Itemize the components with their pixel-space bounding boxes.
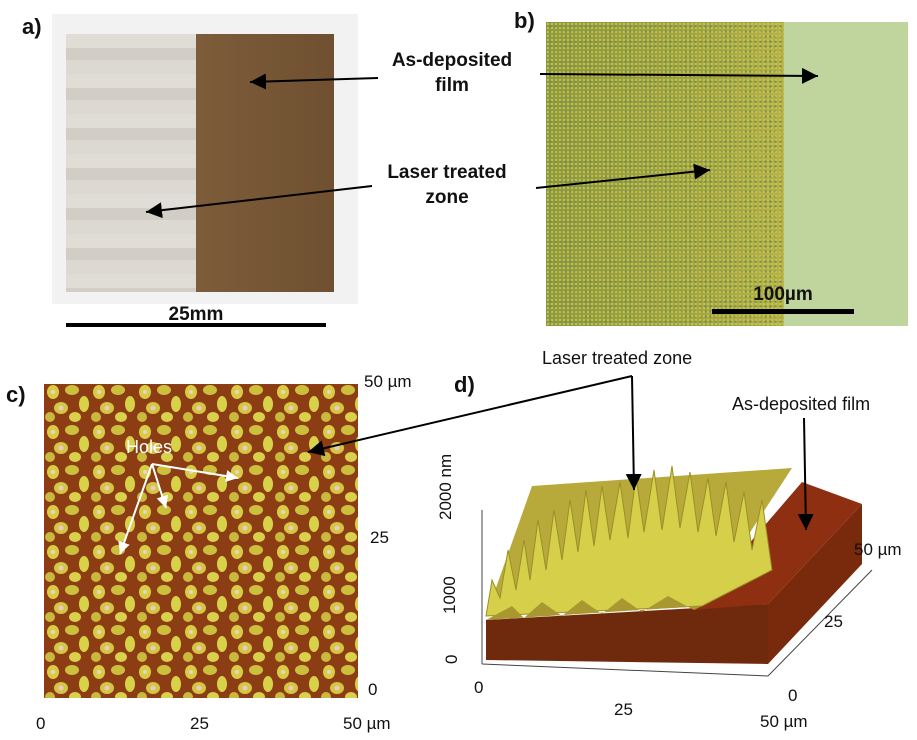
d-y-tick-25: 25 xyxy=(824,612,843,631)
c-y-tick-0: 0 xyxy=(368,680,378,699)
d-asdep-label: As-deposited film xyxy=(732,394,871,414)
optical-micrograph: 100µm xyxy=(546,22,908,326)
d-z-tick-0: 0 xyxy=(442,654,461,664)
afm-3d-front-face xyxy=(486,604,768,664)
panel-d-label: d) xyxy=(454,372,475,397)
scale-bar-25mm-label: 25mm xyxy=(168,304,224,325)
scale-bar-100um xyxy=(712,309,854,314)
afm-2d-surface xyxy=(44,384,358,698)
d-y-tick-0: 0 xyxy=(788,686,798,705)
d-z-tick-2000: 2000 nm xyxy=(436,453,455,520)
panel-c-label: c) xyxy=(6,382,26,407)
c-x-tick-50: 50 µm xyxy=(343,714,391,733)
panel-b-label: b) xyxy=(514,8,535,33)
panel-a-label: a) xyxy=(22,14,42,39)
afm-2d-map xyxy=(44,384,358,698)
laser-treated-line2: zone xyxy=(425,187,469,208)
laser-treated-line1: Laser treated xyxy=(387,162,507,183)
d-x-tick-25: 25 xyxy=(614,700,633,719)
d-z-tick-1000: 1000 xyxy=(440,576,459,614)
laser-treated-annotation: Laser treated zone xyxy=(362,160,532,210)
micrograph-film-zone xyxy=(784,22,908,326)
d-x-tick-50: 50 µm xyxy=(760,712,808,731)
holes-label: Holes xyxy=(126,437,173,457)
c-y-tick-25: 25 xyxy=(370,528,389,547)
afm-3d-right-face xyxy=(768,504,862,664)
holes-arrows xyxy=(118,463,239,555)
d-y-tick-50: 50 µm xyxy=(854,540,902,559)
d-x-tick-0: 0 xyxy=(474,678,484,697)
c-y-tick-50: 50 µm xyxy=(364,372,412,391)
laser-treated-region xyxy=(66,34,196,292)
as-deposited-annotation: As-deposited film xyxy=(372,48,532,98)
d-laser-label: Laser treated zone xyxy=(542,348,693,368)
as-deposited-region xyxy=(196,34,334,292)
afm-3d-peaks xyxy=(485,465,773,617)
afm-3d-surface xyxy=(481,465,873,677)
c-x-tick-0: 0 xyxy=(36,714,46,733)
as-deposited-line2: film xyxy=(435,75,469,96)
c-x-tick-25: 25 xyxy=(190,714,209,733)
scale-bar-100um-label: 100µm xyxy=(753,284,813,305)
scale-bar-25mm xyxy=(66,323,326,327)
sample-photo xyxy=(52,14,358,304)
as-deposited-line1: As-deposited xyxy=(391,50,513,71)
micrograph-treated-zone xyxy=(546,22,784,326)
